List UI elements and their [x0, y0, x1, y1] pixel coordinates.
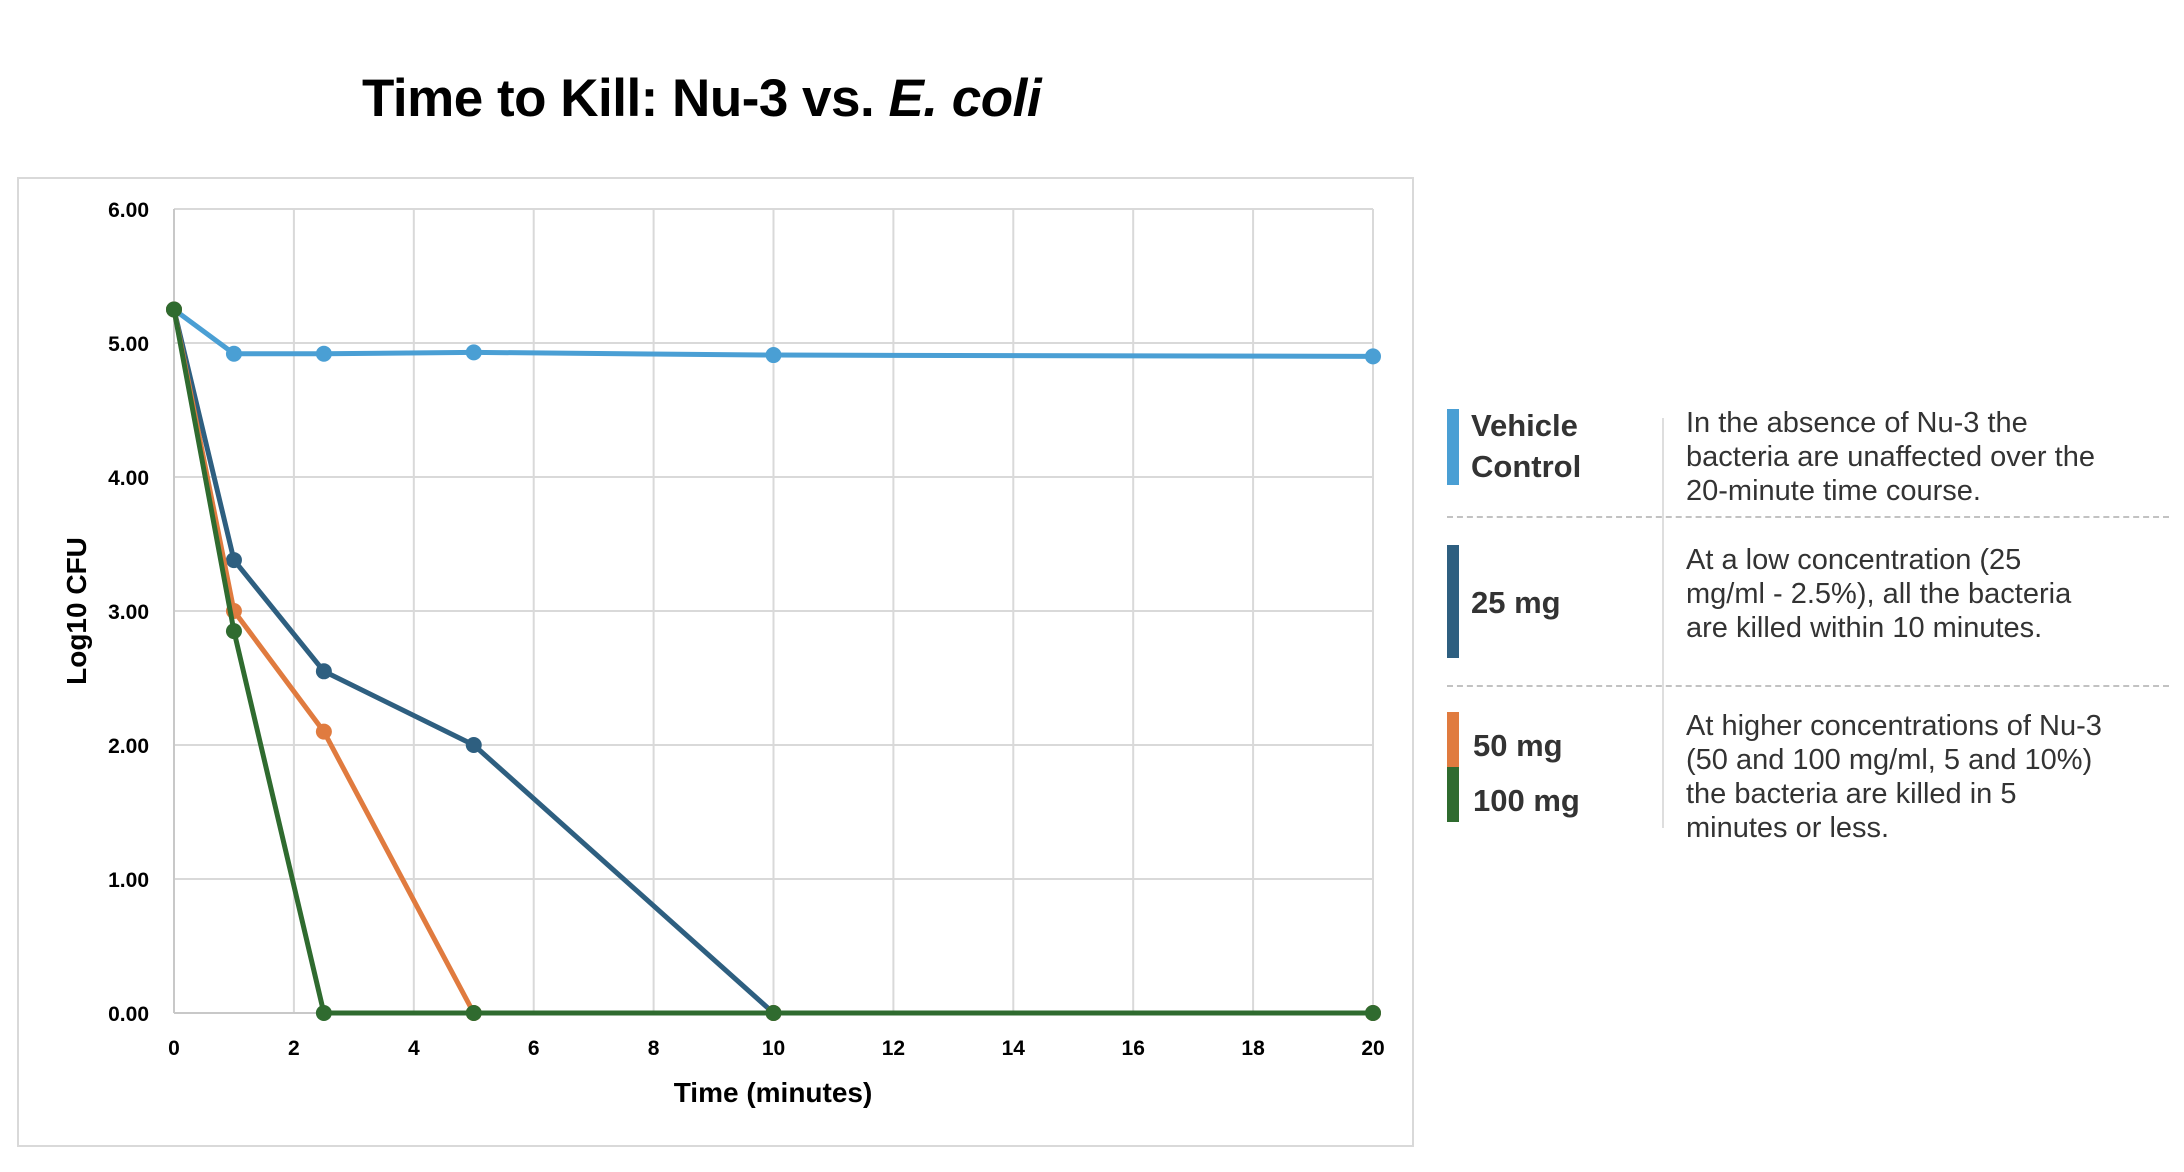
data-point-100-mg [225, 623, 242, 640]
chart-title-italic: E. coli [888, 69, 1042, 128]
x-tick-label: 16 [1122, 1037, 1145, 1060]
legend-label-vehicle-line2: Control [1471, 449, 1582, 484]
legend-label-vehicle: Vehicle Control [1471, 405, 1581, 487]
gridlines [173, 208, 1374, 1014]
x-axis-title: Time (minutes) [674, 1077, 873, 1108]
x-tick-label: 2 [288, 1037, 300, 1060]
x-tick-label: 10 [762, 1037, 785, 1060]
data-point-vehicle-control [225, 345, 242, 362]
y-tick-label: 1.00 [108, 869, 149, 892]
series-group [166, 301, 1381, 1021]
y-tick-label: 0.00 [108, 1003, 149, 1026]
data-point-25-mg [465, 737, 482, 753]
data-point-vehicle-control [315, 345, 332, 362]
x-tick-label: 6 [528, 1037, 540, 1060]
x-tick-label: 0 [168, 1037, 180, 1060]
y-axis-ticks: 0.00 1.00 2.00 3.00 4.00 5.00 6.00 [108, 199, 149, 1026]
legend-separator [1447, 516, 2169, 518]
x-tick-label: 8 [648, 1037, 660, 1060]
data-point-25-mg [315, 663, 332, 680]
legend-separator [1447, 685, 2169, 687]
x-tick-label: 12 [882, 1037, 905, 1060]
data-point-100-mg [765, 1005, 782, 1021]
x-tick-label: 4 [408, 1037, 420, 1060]
series-100-mg [166, 301, 1381, 1021]
legend-label-50mg: 50 mg [1473, 728, 1563, 763]
data-point-100-mg [315, 1005, 332, 1021]
y-tick-label: 5.00 [108, 333, 149, 356]
chart-title: Time to Kill: Nu-3 vs. E. coli [362, 68, 1042, 129]
series-line-vehicle-control [171, 307, 1376, 359]
x-tick-label: 20 [1361, 1037, 1384, 1060]
legend-label-100mg: 100 mg [1473, 783, 1580, 818]
data-point-100-mg [166, 301, 182, 318]
x-axis-ticks: 0 2 4 6 8 10 12 14 16 18 20 [168, 1037, 1385, 1060]
data-point-vehicle-control [765, 347, 782, 364]
y-axis-title: Log10 CFU [61, 537, 92, 685]
data-point-50-mg [315, 723, 332, 740]
legend-description-high: At higher concentrations of Nu-3 (50 and… [1686, 710, 2102, 844]
chart-area [17, 177, 1414, 1147]
legend-description-vehicle: In the absence of Nu-3 the bacteria are … [1686, 407, 2095, 507]
legend-divider [1662, 418, 1664, 828]
legend-swatch-100mg [1447, 767, 1459, 822]
data-point-vehicle-control [1365, 348, 1381, 365]
chart-title-main: Time to Kill: Nu-3 vs. [362, 69, 889, 128]
data-point-vehicle-control [465, 344, 482, 361]
y-tick-label: 3.00 [108, 601, 149, 624]
legend-swatch-50mg [1447, 712, 1459, 767]
y-tick-label: 6.00 [108, 199, 149, 222]
legend-swatch-vehicle [1447, 409, 1459, 485]
y-tick-label: 4.00 [108, 467, 149, 490]
x-tick-label: 14 [1002, 1037, 1026, 1060]
data-point-25-mg [225, 552, 242, 569]
y-tick-label: 2.00 [108, 735, 149, 758]
data-point-100-mg [1365, 1005, 1381, 1021]
legend-label-vehicle-line1: Vehicle [1471, 408, 1578, 443]
legend-description-25mg: At a low concentration (25 mg/ml - 2.5%)… [1686, 544, 2072, 644]
data-point-100-mg [465, 1005, 482, 1021]
legend-label-25mg: 25 mg [1471, 585, 1561, 620]
series-line-100-mg [171, 307, 1376, 1016]
x-tick-label: 18 [1241, 1037, 1265, 1060]
legend-swatch-25mg [1447, 545, 1459, 658]
